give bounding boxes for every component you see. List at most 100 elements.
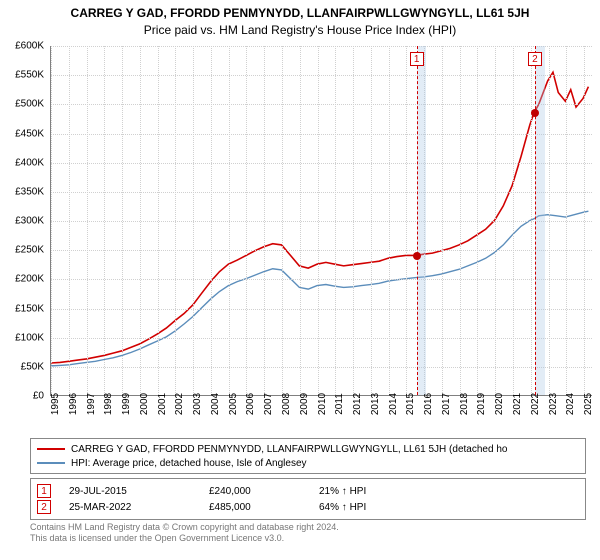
grid-line-v: [442, 46, 443, 395]
x-tick-label: 2005: [228, 393, 239, 415]
marker-line: [535, 46, 536, 395]
x-tick-label: 1997: [86, 393, 97, 415]
grid-line-v: [389, 46, 390, 395]
x-tick-label: 2014: [388, 393, 399, 415]
y-tick-label: £50K: [21, 361, 44, 372]
y-tick-label: £600K: [15, 41, 44, 52]
y-tick-label: £0: [33, 391, 44, 402]
x-tick-label: 2019: [476, 393, 487, 415]
sales-marker-box: 2: [37, 500, 51, 514]
y-tick-label: £350K: [15, 186, 44, 197]
x-tick-label: 1996: [68, 393, 79, 415]
series-line-property: [51, 72, 588, 363]
x-tick-label: 2025: [583, 393, 594, 415]
x-tick-label: 2004: [210, 393, 221, 415]
shade-band: [535, 46, 545, 395]
grid-line-v: [477, 46, 478, 395]
grid-line-v: [495, 46, 496, 395]
x-axis: 1995199619971998199920002001200220032004…: [50, 396, 592, 436]
grid-line-v: [175, 46, 176, 395]
x-tick-label: 1998: [103, 393, 114, 415]
x-tick-label: 2024: [565, 393, 576, 415]
sales-delta: 64% ↑ HPI: [319, 502, 439, 513]
chart-title-subtitle: Price paid vs. HM Land Registry's House …: [0, 23, 600, 37]
grid-line-v: [158, 46, 159, 395]
grid-line-h: [51, 104, 592, 105]
grid-line-v: [513, 46, 514, 395]
grid-line-v: [69, 46, 70, 395]
legend-box: CARREG Y GAD, FFORDD PENMYNYDD, LLANFAIR…: [30, 438, 586, 474]
grid-line-v: [300, 46, 301, 395]
grid-line-h: [51, 75, 592, 76]
grid-line-v: [584, 46, 585, 395]
x-tick-label: 2012: [352, 393, 363, 415]
grid-line-h: [51, 367, 592, 368]
grid-line-h: [51, 250, 592, 251]
x-tick-label: 2007: [263, 393, 274, 415]
x-tick-label: 2016: [423, 393, 434, 415]
x-tick-label: 2017: [441, 393, 452, 415]
x-tick-label: 2009: [299, 393, 310, 415]
sales-price: £485,000: [209, 502, 319, 513]
x-tick-label: 2000: [139, 393, 150, 415]
x-tick-label: 2011: [334, 393, 345, 415]
x-tick-label: 2022: [530, 393, 541, 415]
sales-row: 2 25-MAR-2022£485,00064% ↑ HPI: [37, 499, 579, 515]
grid-line-h: [51, 134, 592, 135]
plot-area: 12: [50, 46, 592, 396]
footer-line1: Contains HM Land Registry data © Crown c…: [30, 522, 586, 533]
sales-price: £240,000: [209, 486, 319, 497]
legend-label: HPI: Average price, detached house, Isle…: [71, 458, 307, 469]
grid-line-h: [51, 279, 592, 280]
grid-line-v: [211, 46, 212, 395]
y-axis: £0£50K£100K£150K£200K£250K£300K£350K£400…: [0, 46, 48, 396]
y-tick-label: £450K: [15, 128, 44, 139]
grid-line-v: [460, 46, 461, 395]
y-tick-label: £150K: [15, 303, 44, 314]
x-tick-label: 2002: [174, 393, 185, 415]
grid-line-v: [531, 46, 532, 395]
marker-number-box: 2: [528, 52, 542, 66]
marker-dot: [413, 252, 421, 260]
legend-swatch: [37, 462, 65, 464]
grid-line-v: [282, 46, 283, 395]
grid-line-v: [246, 46, 247, 395]
sales-row: 129-JUL-2015£240,00021% ↑ HPI: [37, 483, 579, 499]
grid-line-v: [264, 46, 265, 395]
grid-line-v: [406, 46, 407, 395]
grid-line-v: [566, 46, 567, 395]
grid-line-v: [140, 46, 141, 395]
legend-row: HPI: Average price, detached house, Isle…: [37, 456, 579, 470]
footer-line2: This data is licensed under the Open Gov…: [30, 533, 586, 544]
sales-marker-box: 1: [37, 484, 51, 498]
legend-row: CARREG Y GAD, FFORDD PENMYNYDD, LLANFAIR…: [37, 442, 579, 456]
marker-line: [417, 46, 418, 395]
grid-line-v: [122, 46, 123, 395]
legend-label: CARREG Y GAD, FFORDD PENMYNYDD, LLANFAIR…: [71, 444, 507, 455]
x-tick-label: 2008: [281, 393, 292, 415]
grid-line-v: [51, 46, 52, 395]
sales-date: 25-MAR-2022: [69, 502, 209, 513]
x-tick-label: 2013: [370, 393, 381, 415]
y-tick-label: £300K: [15, 216, 44, 227]
grid-line-h: [51, 221, 592, 222]
grid-line-h: [51, 338, 592, 339]
series-line-hpi: [51, 211, 588, 366]
y-tick-label: £500K: [15, 99, 44, 110]
footer-attribution: Contains HM Land Registry data © Crown c…: [30, 522, 586, 545]
grid-line-v: [193, 46, 194, 395]
legend-swatch: [37, 448, 65, 450]
x-tick-label: 2018: [459, 393, 470, 415]
marker-dot: [531, 109, 539, 117]
grid-line-v: [353, 46, 354, 395]
x-tick-label: 2023: [548, 393, 559, 415]
grid-line-h: [51, 309, 592, 310]
x-tick-label: 1995: [50, 393, 61, 415]
grid-line-v: [229, 46, 230, 395]
grid-line-v: [87, 46, 88, 395]
sales-date: 29-JUL-2015: [69, 486, 209, 497]
x-tick-label: 2021: [512, 393, 523, 415]
x-tick-label: 1999: [121, 393, 132, 415]
x-tick-label: 2006: [245, 393, 256, 415]
shade-band: [417, 46, 426, 395]
